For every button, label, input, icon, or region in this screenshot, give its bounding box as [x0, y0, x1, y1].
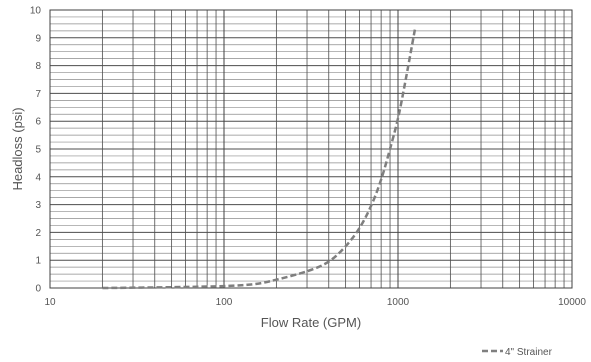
y-tick-label: 6	[35, 117, 41, 128]
legend-label: 4" Strainer	[505, 347, 553, 358]
x-tick-label: 10	[44, 297, 56, 308]
y-tick-label: 1	[35, 256, 41, 267]
y-tick-label: 9	[35, 33, 41, 44]
x-tick-label: 10000	[558, 297, 586, 308]
y-tick-label: 10	[30, 6, 42, 17]
y-tick-label: 7	[35, 89, 41, 100]
x-axis-title: Flow Rate (GPM)	[261, 315, 361, 330]
y-tick-label: 2	[35, 228, 41, 239]
y-tick-label: 3	[35, 200, 41, 211]
series-4in-strainer-line	[102, 29, 417, 290]
y-tick-label: 4	[35, 172, 41, 183]
x-tick-label: 1000	[387, 297, 410, 308]
y-tick-label: 8	[35, 61, 41, 72]
x-tick-label: 100	[216, 297, 233, 308]
y-tick-label: 5	[35, 145, 41, 156]
plot-border	[49, 9, 573, 289]
y-axis-title: Headloss (psi)	[10, 107, 25, 190]
y-tick-label: 0	[35, 284, 41, 295]
series-points	[101, 28, 415, 289]
x-tick-labels: 10 100 1000 10000	[44, 297, 586, 308]
y-tick-labels: 0 1 2 3 4 5 6 7 8 9 10	[30, 6, 42, 295]
grid-lines	[50, 10, 572, 288]
